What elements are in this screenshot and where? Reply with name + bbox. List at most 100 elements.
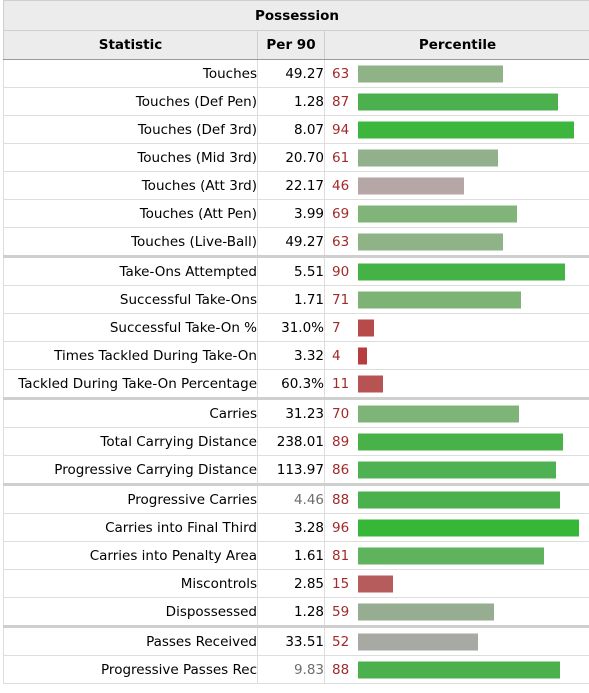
percentile-value: 15: [332, 575, 350, 592]
percentile-bar: [358, 347, 367, 364]
percentile-bar: [358, 205, 517, 222]
percentile-cell: 94: [324, 115, 589, 144]
percentile-value: 86: [332, 461, 350, 478]
percentile-bar: [358, 603, 494, 620]
per90-value: 31.0%: [257, 313, 325, 342]
stat-name: Progressive Passes Rec: [3, 655, 258, 684]
column-header-per90[interactable]: Per 90: [257, 30, 325, 60]
percentile-value: 61: [332, 149, 350, 166]
percentile-value: 71: [332, 291, 350, 308]
table-row: Passes Received 33.51 52: [3, 625, 589, 656]
percentile-bar: [358, 491, 560, 508]
column-header-percentile[interactable]: Percentile: [324, 30, 589, 60]
percentile-cell: 86: [324, 455, 589, 485]
per90-value: 9.83: [257, 655, 325, 684]
percentile-cell: 71: [324, 285, 589, 314]
percentile-cell: 63: [324, 59, 589, 88]
percentile-bar: [358, 65, 503, 82]
percentile-bar: [358, 405, 519, 422]
percentile-value: 70: [332, 405, 350, 422]
stat-name: Total Carrying Distance: [3, 427, 258, 456]
percentile-cell: 15: [324, 569, 589, 598]
per90-value: 1.71: [257, 285, 325, 314]
percentile-value: 63: [332, 233, 350, 250]
percentile-bar: [358, 319, 374, 336]
percentile-cell: 89: [324, 427, 589, 456]
percentile-cell: 70: [324, 397, 589, 428]
percentile-value: 46: [332, 177, 350, 194]
percentile-bar: [358, 93, 558, 110]
percentile-cell: 81: [324, 541, 589, 570]
percentile-bar: [358, 375, 383, 392]
table-row: Touches (Def Pen) 1.28 87: [3, 87, 589, 116]
per90-value: 1.61: [257, 541, 325, 570]
table-row: Touches (Def 3rd) 8.07 94: [3, 115, 589, 144]
percentile-bar: [358, 547, 544, 564]
table-row: Successful Take-On % 31.0% 7: [3, 313, 589, 342]
per90-value: 238.01: [257, 427, 325, 456]
stat-name: Tackled During Take-On Percentage: [3, 369, 258, 399]
percentile-value: 94: [332, 121, 350, 138]
percentile-value: 4: [332, 347, 341, 364]
stat-name: Take-Ons Attempted: [3, 255, 258, 286]
possession-table: Possession Statistic Per 90 Percentile T…: [3, 0, 589, 684]
table-row: Times Tackled During Take-On 3.32 4: [3, 341, 589, 370]
percentile-bar: [358, 291, 521, 308]
percentile-cell: 87: [324, 87, 589, 116]
percentile-bar: [358, 233, 503, 250]
percentile-cell: 61: [324, 143, 589, 172]
percentile-bar: [358, 575, 393, 592]
stat-name: Passes Received: [3, 625, 258, 656]
percentile-cell: 59: [324, 597, 589, 627]
table-row: Progressive Carries 4.46 88: [3, 483, 589, 514]
table-row: Touches (Att 3rd) 22.17 46: [3, 171, 589, 200]
table-row: Progressive Passes Rec 9.83 88: [3, 655, 589, 684]
stat-name: Touches: [3, 59, 258, 88]
per90-value: 1.28: [257, 87, 325, 116]
percentile-value: 11: [332, 375, 350, 392]
stat-name: Touches (Live-Ball): [3, 227, 258, 257]
percentile-value: 81: [332, 547, 350, 564]
per90-value: 49.27: [257, 227, 325, 257]
percentile-value: 59: [332, 603, 350, 620]
table-row: Carries into Final Third 3.28 96: [3, 513, 589, 542]
table-row: Total Carrying Distance 238.01 89: [3, 427, 589, 456]
table-row: Dispossessed 1.28 59: [3, 597, 589, 627]
per90-value: 22.17: [257, 171, 325, 200]
per90-value: 4.46: [257, 483, 325, 514]
percentile-cell: 88: [324, 483, 589, 514]
table-row: Touches (Live-Ball) 49.27 63: [3, 227, 589, 257]
stat-name: Carries: [3, 397, 258, 428]
percentile-cell: 63: [324, 227, 589, 257]
per90-value: 31.23: [257, 397, 325, 428]
percentile-cell: 46: [324, 171, 589, 200]
per90-value: 5.51: [257, 255, 325, 286]
per90-value: 8.07: [257, 115, 325, 144]
table-row: Carries 31.23 70: [3, 397, 589, 428]
stat-name: Touches (Mid 3rd): [3, 143, 258, 172]
percentile-cell: 11: [324, 369, 589, 399]
percentile-value: 52: [332, 633, 350, 650]
column-header-statistic[interactable]: Statistic: [3, 30, 258, 60]
per90-value: 113.97: [257, 455, 325, 485]
stat-name: Successful Take-On %: [3, 313, 258, 342]
stat-name: Touches (Def Pen): [3, 87, 258, 116]
stat-name: Dispossessed: [3, 597, 258, 627]
percentile-bar: [358, 461, 556, 478]
percentile-bar: [358, 519, 579, 536]
table-title: Possession: [3, 0, 589, 31]
per90-value: 3.32: [257, 341, 325, 370]
table-row: Progressive Carrying Distance 113.97 86: [3, 455, 589, 485]
table-row: Touches 49.27 63: [3, 59, 589, 88]
percentile-cell: 4: [324, 341, 589, 370]
percentile-value: 69: [332, 205, 350, 222]
table-row: Take-Ons Attempted 5.51 90: [3, 255, 589, 286]
table-body: Touches 49.27 63 Touches (Def Pen) 1.28 87 Tou…: [3, 59, 589, 684]
per90-value: 3.28: [257, 513, 325, 542]
stat-name: Touches (Att Pen): [3, 199, 258, 228]
table-row: Carries into Penalty Area 1.61 81: [3, 541, 589, 570]
percentile-value: 7: [332, 319, 341, 336]
per90-value: 49.27: [257, 59, 325, 88]
percentile-bar: [358, 263, 565, 280]
